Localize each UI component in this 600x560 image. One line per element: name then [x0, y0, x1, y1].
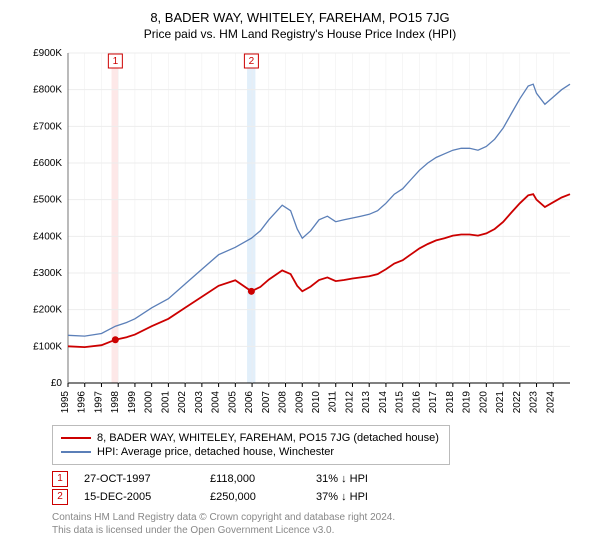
trade-price: £250,000: [210, 491, 300, 503]
svg-text:2012: 2012: [344, 391, 355, 414]
trade-diff: 31% ↓ HPI: [316, 473, 396, 485]
svg-text:2: 2: [249, 56, 255, 67]
svg-text:1996: 1996: [77, 391, 88, 414]
svg-text:2009: 2009: [294, 391, 305, 414]
trade-table: 1 27-OCT-1997 £118,000 31% ↓ HPI 2 15-DEC-200…: [52, 471, 588, 505]
trade-row: 2 15-DEC-2005 £250,000 37% ↓ HPI: [52, 489, 588, 505]
svg-text:1995: 1995: [60, 391, 71, 414]
trade-date: 15-DEC-2005: [84, 491, 194, 503]
svg-text:2013: 2013: [361, 391, 372, 414]
legend-item: HPI: Average price, detached house, Winc…: [61, 446, 441, 458]
footer-line-1: Contains HM Land Registry data © Crown c…: [52, 511, 588, 524]
svg-text:1997: 1997: [93, 391, 104, 414]
svg-text:1999: 1999: [127, 391, 138, 414]
svg-text:2002: 2002: [177, 391, 188, 414]
legend-label: 8, BADER WAY, WHITELEY, FAREHAM, PO15 7J…: [97, 432, 439, 444]
svg-text:2003: 2003: [194, 391, 205, 414]
svg-text:2015: 2015: [395, 391, 406, 414]
svg-text:£100K: £100K: [33, 341, 62, 352]
trade-badge: 2: [52, 489, 68, 505]
svg-text:2005: 2005: [227, 391, 238, 414]
chart-area: £0 £100K £200K £300K £400K £500K £600K £700K £80…: [20, 47, 580, 417]
svg-text:£600K: £600K: [33, 158, 62, 169]
footer-line-2: This data is licensed under the Open Gov…: [52, 524, 588, 537]
svg-text:2011: 2011: [328, 391, 339, 413]
svg-text:2007: 2007: [261, 391, 272, 414]
svg-text:2021: 2021: [495, 391, 506, 414]
svg-text:2017: 2017: [428, 391, 439, 414]
svg-text:2001: 2001: [160, 391, 171, 414]
chart-subtitle: Price paid vs. HM Land Registry's House …: [12, 27, 588, 41]
svg-text:£200K: £200K: [33, 305, 62, 316]
footer-attribution: Contains HM Land Registry data © Crown c…: [52, 511, 588, 537]
svg-text:2022: 2022: [512, 391, 523, 414]
svg-text:£500K: £500K: [33, 195, 62, 206]
legend-item: 8, BADER WAY, WHITELEY, FAREHAM, PO15 7J…: [61, 432, 441, 444]
trade-price: £118,000: [210, 473, 300, 485]
svg-text:£300K: £300K: [33, 268, 62, 279]
trade-row: 1 27-OCT-1997 £118,000 31% ↓ HPI: [52, 471, 588, 487]
svg-text:2014: 2014: [378, 391, 389, 414]
trade-badge: 1: [52, 471, 68, 487]
price-chart: £0 £100K £200K £300K £400K £500K £600K £700K £80…: [20, 47, 580, 417]
trade-diff: 37% ↓ HPI: [316, 491, 396, 503]
svg-text:2018: 2018: [445, 391, 456, 414]
svg-text:2016: 2016: [411, 391, 422, 414]
svg-text:£400K: £400K: [33, 231, 62, 242]
svg-text:2010: 2010: [311, 391, 322, 414]
svg-text:2020: 2020: [478, 391, 489, 414]
svg-text:2023: 2023: [529, 391, 540, 414]
trade-date: 27-OCT-1997: [84, 473, 194, 485]
svg-text:2006: 2006: [244, 391, 255, 414]
legend: 8, BADER WAY, WHITELEY, FAREHAM, PO15 7J…: [52, 425, 450, 465]
svg-text:£900K: £900K: [33, 48, 62, 59]
svg-text:1: 1: [113, 56, 119, 67]
chart-title: 8, BADER WAY, WHITELEY, FAREHAM, PO15 7J…: [12, 10, 588, 25]
svg-text:2004: 2004: [211, 391, 222, 414]
svg-text:£700K: £700K: [33, 121, 62, 132]
svg-text:2000: 2000: [144, 391, 155, 414]
svg-text:£0: £0: [51, 378, 63, 389]
svg-text:2019: 2019: [462, 391, 473, 414]
svg-text:2008: 2008: [278, 391, 289, 414]
svg-text:1998: 1998: [110, 391, 121, 414]
legend-swatch: [61, 451, 91, 453]
svg-text:£800K: £800K: [33, 85, 62, 96]
svg-text:2024: 2024: [545, 391, 556, 414]
legend-swatch: [61, 437, 91, 439]
legend-label: HPI: Average price, detached house, Winc…: [97, 446, 334, 458]
